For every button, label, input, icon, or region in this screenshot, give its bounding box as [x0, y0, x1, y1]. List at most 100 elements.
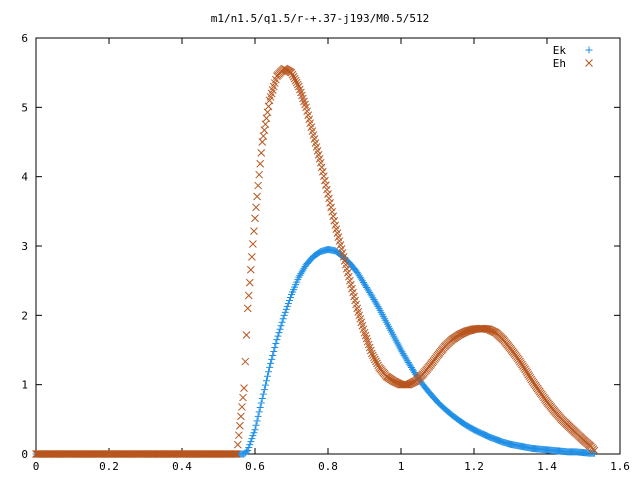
y-tick-label: 6	[21, 32, 28, 45]
data-point	[373, 359, 381, 368]
data-point	[297, 270, 305, 278]
data-point	[321, 176, 329, 185]
data-point	[267, 359, 275, 367]
data-point	[399, 350, 407, 358]
data-point	[288, 70, 297, 79]
data-point	[271, 344, 279, 352]
data-point	[239, 393, 247, 402]
data-point	[258, 395, 266, 403]
data-point	[233, 440, 242, 449]
data-point	[251, 426, 259, 434]
data-point	[317, 163, 326, 172]
data-point	[252, 203, 260, 212]
data-point	[290, 74, 299, 83]
x-tick-label: 0.8	[318, 460, 338, 473]
data-point	[254, 181, 262, 190]
data-point	[330, 216, 339, 225]
y-tick-label: 0	[21, 448, 28, 461]
data-point	[397, 346, 405, 354]
chart-title: m1/n1.5/q1.5/r-+.37-j193/M0.5/512	[211, 12, 430, 25]
data-point	[372, 299, 380, 307]
data-point	[248, 253, 256, 261]
data-point	[237, 412, 245, 421]
x-tick-label: 1.2	[464, 460, 484, 473]
data-point	[245, 278, 254, 287]
data-point	[370, 295, 378, 303]
data-point	[246, 441, 254, 449]
data-point	[316, 158, 325, 167]
data-point	[255, 408, 263, 416]
data-point	[256, 159, 265, 168]
data-point	[278, 318, 286, 326]
data-point	[318, 167, 327, 176]
legend-marker	[585, 59, 593, 67]
data-point	[269, 351, 277, 359]
data-point	[245, 444, 253, 452]
data-point	[277, 322, 285, 330]
data-point	[328, 207, 337, 216]
data-point	[273, 336, 281, 344]
data-point	[374, 303, 382, 311]
data-point	[283, 302, 291, 310]
data-point	[234, 431, 243, 440]
data-point	[229, 450, 238, 458]
data-point	[326, 199, 334, 207]
data-point	[286, 294, 294, 302]
data-marks	[32, 64, 599, 458]
data-point	[262, 377, 270, 385]
data-point	[252, 421, 260, 429]
data-point	[285, 296, 293, 304]
data-point	[275, 329, 283, 337]
data-point	[402, 355, 410, 363]
data-point	[371, 297, 379, 305]
data-point	[300, 264, 308, 272]
data-point	[259, 390, 267, 398]
data-point	[250, 227, 258, 235]
data-point	[372, 357, 380, 366]
data-point	[272, 340, 280, 348]
y-tick-label: 1	[21, 379, 28, 392]
data-point	[324, 190, 332, 198]
data-point	[401, 353, 409, 361]
x-tick-label: 0	[33, 460, 40, 473]
y-tick-label: 2	[21, 309, 28, 322]
data-point	[242, 331, 251, 339]
data-point	[231, 450, 240, 458]
data-point	[255, 170, 264, 179]
y-tick-label: 4	[21, 171, 28, 184]
data-point	[325, 194, 333, 203]
data-point	[254, 412, 262, 420]
data-point	[368, 292, 376, 300]
data-point	[319, 172, 328, 181]
x-tick-label: 0.6	[245, 460, 265, 473]
data-point	[284, 299, 292, 307]
data-point	[280, 311, 288, 319]
data-point	[373, 301, 381, 309]
data-point	[250, 429, 258, 437]
x-tick-label: 0.2	[99, 460, 119, 473]
data-point	[232, 450, 241, 458]
data-point	[276, 325, 284, 333]
data-point	[298, 268, 306, 276]
data-point	[236, 421, 244, 430]
data-point	[329, 212, 338, 221]
data-point	[256, 403, 264, 411]
legend-marker	[585, 46, 593, 54]
data-point	[249, 432, 257, 440]
data-point	[323, 185, 331, 194]
axis-ticks: 0 0.2 0.4 0.6 0.8 1 1.2 1.4 1.6 0 1 2 3 4 5 6	[21, 32, 630, 473]
data-point	[260, 386, 268, 394]
data-point	[367, 349, 376, 358]
data-point	[247, 438, 255, 446]
data-point	[244, 291, 253, 300]
data-point	[327, 203, 335, 212]
y-tick-label: 5	[21, 101, 28, 114]
x-tick-label: 1.6	[610, 460, 630, 473]
data-point	[274, 332, 282, 340]
data-point	[253, 417, 261, 425]
data-point	[238, 403, 246, 411]
y-tick-label: 3	[21, 240, 28, 253]
legend-label: Eh	[553, 57, 566, 70]
x-tick-label: 1	[398, 460, 405, 473]
